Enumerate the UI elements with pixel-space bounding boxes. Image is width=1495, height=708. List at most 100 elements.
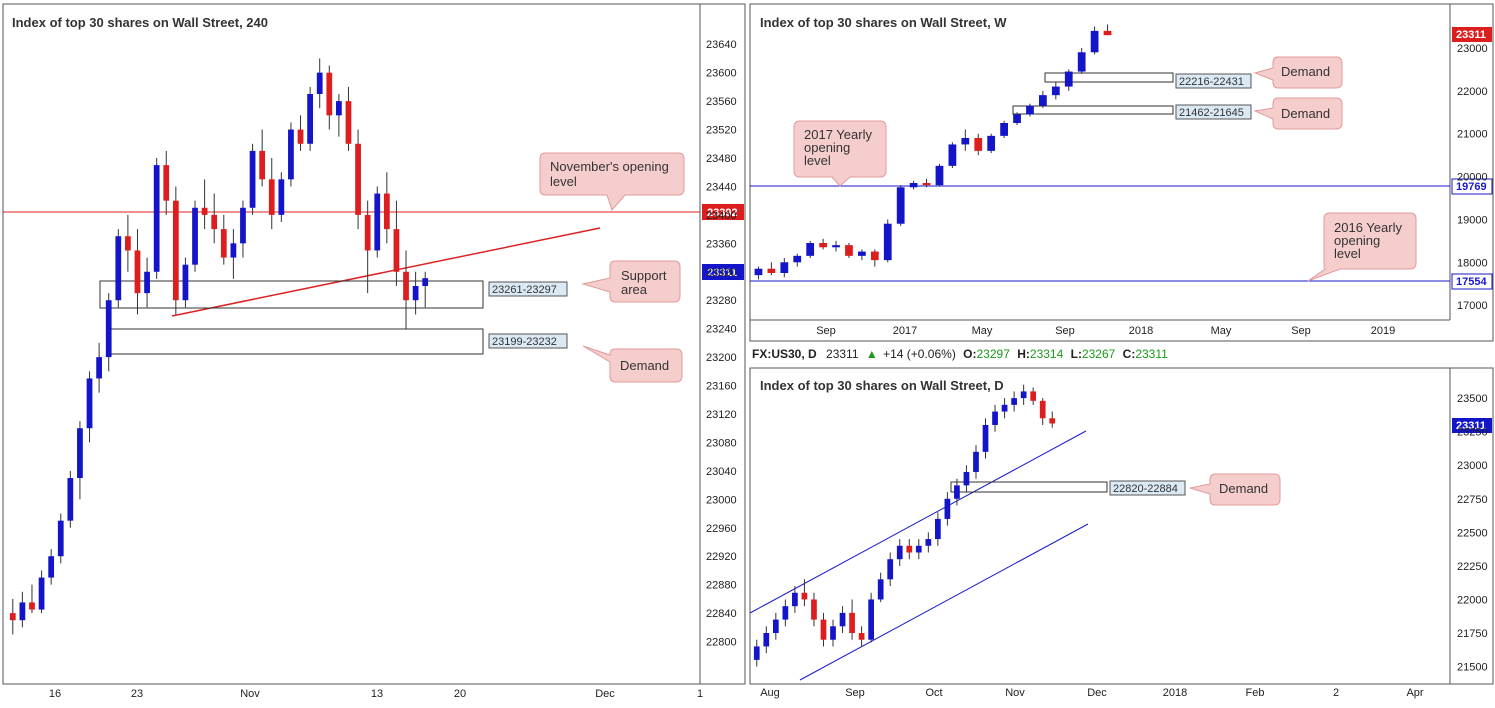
demand-zone-w-1: [1044, 72, 1174, 83]
candle-body-d-15: [896, 545, 903, 560]
candle-body-w-4: [806, 243, 815, 256]
yearly-2016-price-label: 17554: [1456, 276, 1487, 288]
candle-body-240-2: [29, 602, 35, 610]
candle-body-240-32: [316, 72, 323, 94]
candle-body-240-38: [374, 193, 381, 251]
candle-body-d-11: [858, 633, 865, 640]
callout-demand-d: Demand: [1189, 473, 1281, 506]
y-tick-label-d-5: 22250: [1457, 561, 1488, 573]
candle-body-w-19: [1000, 123, 1008, 136]
candle-body-d-20: [944, 498, 951, 519]
candle-body-240-19: [192, 207, 198, 265]
candle-body-240-43: [422, 278, 429, 286]
y-tick-label-d-3: 22750: [1457, 494, 1488, 506]
demand-zone-w-2: [1012, 105, 1174, 115]
candle-body-240-25: [249, 150, 256, 208]
callout-support-line2: area: [621, 282, 648, 297]
candle-body-240-27: [268, 179, 275, 215]
y-tick-label-240-9: 23280: [706, 295, 737, 307]
panel-240-title: Index of top 30 shares on Wall Street, 2…: [12, 15, 268, 30]
x-tick-label-d-8: Apr: [1406, 687, 1423, 699]
support-area-zone: [99, 280, 484, 309]
candle-body-d-7: [820, 619, 827, 640]
y-tick-label-240-1: 23600: [706, 68, 737, 80]
candle-body-w-8: [858, 251, 866, 256]
candle-body-240-23: [230, 243, 237, 258]
candle-body-240-11: [115, 236, 122, 301]
candle-body-d-22: [963, 471, 970, 486]
candle-body-d-23: [973, 451, 979, 472]
candle-body-240-31: [307, 94, 313, 144]
y-tick-label-d-1: 23250: [1457, 427, 1488, 439]
candle-body-d-12: [868, 599, 874, 640]
x-tick-label-240-1: 23: [131, 688, 143, 700]
candle-body-w-0: [754, 268, 763, 276]
candle-body-w-5: [819, 243, 827, 248]
candle-body-240-42: [412, 286, 419, 301]
info-close-value: 23311: [1135, 347, 1168, 361]
candle-body-d-24: [982, 424, 989, 452]
callout-support-area: Support area: [581, 260, 681, 303]
demand-zone-w-1-tag: [1175, 73, 1252, 89]
x-tick-label-240-0: 16: [49, 688, 61, 700]
candle-body-d-8: [830, 626, 836, 640]
candle-body-d-9: [839, 612, 846, 627]
y-tick-label-d-2: 23000: [1457, 460, 1488, 472]
demand-zone-w-2-label: 21462-21645: [1179, 107, 1244, 119]
y-tick-label-240-2: 23560: [706, 96, 737, 108]
candle-body-d-13: [877, 579, 884, 600]
candle-body-d-26: [1001, 404, 1008, 412]
y-tick-label-w-4: 19000: [1457, 214, 1488, 226]
candle-body-240-4: [48, 556, 55, 578]
candle-body-d-4: [792, 592, 798, 607]
candle-body-w-9: [870, 251, 879, 261]
panel-240-frame: [2, 3, 746, 685]
candle-body-d-17: [915, 545, 922, 553]
candle-body-d-19: [935, 518, 941, 540]
y-tick-label-240-17: 22960: [706, 523, 737, 535]
candle-body-d-1: [763, 633, 770, 647]
candle-body-d-21: [954, 485, 960, 499]
candle-body-d-30: [1039, 400, 1046, 419]
info-symbol: FX:US30, D: [752, 347, 817, 361]
candle-body-240-10: [105, 300, 112, 358]
candle-body-240-21: [211, 214, 218, 230]
y-tick-label-240-16: 23000: [706, 494, 737, 506]
info-open: 23297: [977, 347, 1011, 361]
last-price-tag-d: [1452, 418, 1492, 433]
y-tick-label-240-6: 23400: [706, 210, 737, 222]
info-change: +14 (+0.06%): [883, 347, 956, 361]
candle-body-240-35: [345, 101, 352, 144]
x-tick-label-w-5: May: [1211, 325, 1232, 337]
candle-body-d-6: [811, 599, 817, 620]
channel-lower-line: [799, 523, 1089, 681]
candle-body-240-29: [288, 129, 294, 180]
callout-2016-line3: level: [1334, 246, 1361, 261]
y-tick-label-240-19: 22880: [706, 580, 737, 592]
last-price-label-240: 23311: [707, 267, 737, 279]
candle-body-w-1: [767, 268, 776, 273]
x-tick-label-w-1: 2017: [893, 325, 917, 337]
last-price-label-w: 23311: [1456, 29, 1486, 41]
candle-body-d-25: [992, 411, 998, 425]
candle-body-240-39: [383, 193, 390, 230]
candle-body-240-41: [403, 271, 409, 301]
novembers-opening-level-price-tag: [702, 204, 744, 220]
candle-body-240-14: [144, 271, 150, 294]
y-tick-label-240-5: 23440: [706, 181, 737, 193]
candle-body-w-17: [974, 138, 983, 151]
callout-demand-w-2: Demand: [1253, 97, 1343, 130]
candle-body-240-0: [9, 613, 16, 621]
candle-body-d-18: [925, 539, 932, 546]
candle-body-w-18: [987, 135, 996, 151]
candle-body-w-2: [780, 262, 789, 273]
x-tick-label-w-0: Sep: [816, 325, 836, 337]
support-area-zone-label: 23261-23297: [492, 284, 557, 296]
candle-body-240-40: [393, 229, 400, 272]
info-c-label: C:: [1123, 347, 1136, 361]
candle-body-240-1: [19, 602, 26, 621]
callout-demand-240-text: Demand: [620, 358, 669, 373]
x-tick-label-d-2: Oct: [925, 687, 942, 699]
demand-zone-240-tag: [488, 333, 568, 349]
